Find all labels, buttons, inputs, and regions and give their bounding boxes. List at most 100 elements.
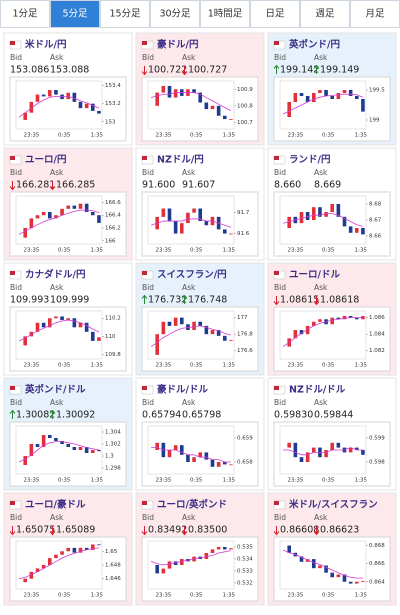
candle [41, 322, 46, 328]
pair-name[interactable]: ランド/円 [289, 155, 330, 166]
moving-average [283, 447, 363, 456]
candle [84, 322, 89, 332]
candle [330, 317, 335, 325]
bid-value: 199.142 [280, 65, 319, 76]
flag-icon-part [10, 156, 15, 160]
tab[interactable] [100, 0, 150, 28]
candle [54, 316, 58, 319]
candle [29, 444, 34, 456]
candle [72, 92, 77, 102]
candle [161, 321, 166, 335]
tab[interactable] [0, 0, 50, 28]
candle [216, 462, 221, 467]
pair-name[interactable]: 英ポンド/ドル [25, 384, 86, 396]
moving-average [151, 447, 231, 463]
tab-label[interactable]: 日足 [265, 9, 285, 20]
candle [66, 205, 71, 209]
candle [192, 208, 196, 213]
y-tick-label: 0.599 [369, 436, 385, 442]
y-tick-label: 100.8 [237, 103, 253, 109]
pair-name[interactable]: ユーロ/ドル [289, 270, 340, 281]
tab[interactable] [250, 0, 300, 28]
direction-arrowhead [273, 64, 280, 69]
plot-area [279, 310, 367, 360]
tab[interactable] [50, 0, 100, 28]
x-tick-label: 0:35 [322, 363, 335, 369]
y-tick-label: 1.648 [105, 563, 121, 569]
pair-name[interactable]: カナダドル/円 [25, 269, 85, 281]
tab-label[interactable]: 週足 [315, 8, 335, 20]
pair-name[interactable]: 米ドル/スイスフラン [288, 499, 378, 511]
pair-name[interactable]: スイスフラン/円 [157, 270, 227, 281]
pair-name[interactable]: ユーロ/英ポンド [157, 499, 227, 511]
tab[interactable] [300, 0, 350, 28]
ask-value: 100.727 [188, 65, 227, 76]
candle [361, 228, 365, 235]
flag-icon-part [274, 501, 279, 505]
tab-label[interactable]: 30分足 [159, 9, 191, 20]
x-tick-label: 23:35 [24, 133, 40, 139]
pair-name[interactable]: 米ドル/円 [24, 39, 66, 51]
candle [229, 119, 233, 120]
candle [155, 565, 160, 574]
ask-label: Ask [50, 53, 64, 62]
pair-name[interactable]: ユーロ/豪ドル [25, 499, 86, 511]
ask-label: Ask [314, 53, 328, 62]
tab-label[interactable]: 5分足 [62, 9, 88, 20]
moving-average [150, 550, 232, 566]
candle [35, 444, 40, 447]
pair-name[interactable]: 豪ドル/ドル [157, 384, 208, 396]
direction-arrowhead [273, 531, 280, 536]
candle [342, 216, 347, 227]
pair-name[interactable]: NZドル/ドル [289, 385, 346, 396]
y-tick-label: 153.2 [105, 101, 121, 107]
pair-name[interactable]: NZドル/円 [157, 155, 204, 166]
plot-area [15, 195, 103, 245]
candle [60, 208, 64, 216]
candle [336, 442, 341, 448]
candle [35, 94, 40, 102]
tab[interactable] [350, 0, 400, 28]
candle [47, 90, 52, 97]
direction-arrowhead [181, 294, 188, 299]
plot-area [147, 310, 235, 360]
plot-area [15, 425, 103, 475]
pair-name[interactable]: ユーロ/円 [25, 155, 66, 166]
tab-label[interactable]: 月足 [365, 9, 385, 20]
x-tick-label: 23:35 [156, 593, 172, 599]
tab-label[interactable]: 15分足 [109, 9, 141, 20]
pair-name[interactable]: 豪ドル/円 [157, 39, 198, 51]
candle [161, 568, 166, 574]
candle [361, 450, 365, 455]
candle [192, 321, 196, 331]
x-tick-label: 0:35 [58, 478, 71, 484]
x-tick-label: 1:35 [223, 593, 236, 599]
tab[interactable] [200, 0, 250, 28]
x-tick-label: 23:35 [288, 363, 304, 369]
x-tick-label: 0:35 [190, 593, 203, 599]
pair-name[interactable]: 英ポンド/円 [289, 39, 340, 51]
y-tick-label: 100.7 [237, 120, 253, 126]
candle [311, 207, 316, 220]
candle [354, 447, 359, 450]
direction-arrowhead [141, 71, 148, 76]
x-tick-label: 1:35 [91, 248, 104, 254]
tab-label[interactable]: 1分足 [12, 9, 38, 20]
tab-label[interactable]: 1時間足 [208, 9, 243, 20]
tab[interactable] [150, 0, 200, 28]
